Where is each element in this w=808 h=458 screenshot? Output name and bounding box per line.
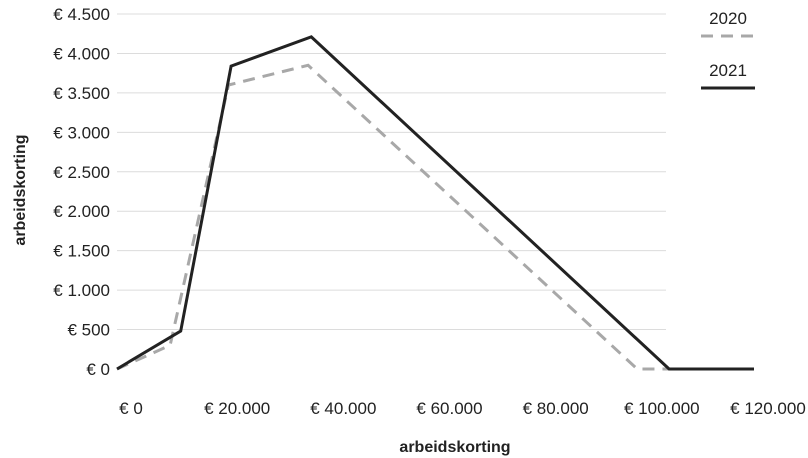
legend: 2020 2021	[701, 9, 755, 90]
x-tick-label: € 60.000	[416, 399, 482, 418]
legend-label: 2020	[709, 9, 747, 28]
y-tick-label: € 3.000	[53, 123, 110, 142]
y-tick-label: € 1.000	[53, 281, 110, 300]
y-tick-label: € 4.000	[53, 44, 110, 63]
y-axis-tick-labels: € 0 € 500 € 1.000 € 1.500 € 2.000 € 2.500 € 3.…	[53, 5, 110, 379]
series-line-2021	[116, 35, 754, 371]
x-axis-title: arbeidskorting	[399, 439, 510, 456]
gridlines	[117, 13, 666, 331]
y-tick-label: € 2.000	[53, 202, 110, 221]
legend-label: 2021	[709, 61, 747, 80]
y-tick-label: € 2.500	[53, 163, 110, 182]
y-tick-label: € 3.500	[53, 84, 110, 103]
x-tick-label: € 20.000	[204, 399, 270, 418]
series-lines	[116, 35, 754, 371]
series-line-2020	[116, 63, 754, 371]
x-tick-label: € 100.000	[624, 399, 700, 418]
y-tick-label: € 500	[67, 321, 110, 340]
x-axis-tick-labels: € 0 € 20.000 € 40.000 € 60.000 € 80.000 € 100…	[119, 399, 806, 418]
x-tick-label: € 80.000	[523, 399, 589, 418]
x-tick-label: € 0	[119, 399, 143, 418]
y-tick-label: € 1.500	[53, 242, 110, 261]
y-tick-label: € 4.500	[53, 5, 110, 24]
x-tick-label: € 120.000	[730, 399, 806, 418]
x-tick-label: € 40.000	[310, 399, 376, 418]
y-axis-title: arbeidskorting	[12, 134, 29, 245]
y-tick-label: € 0	[86, 360, 110, 379]
